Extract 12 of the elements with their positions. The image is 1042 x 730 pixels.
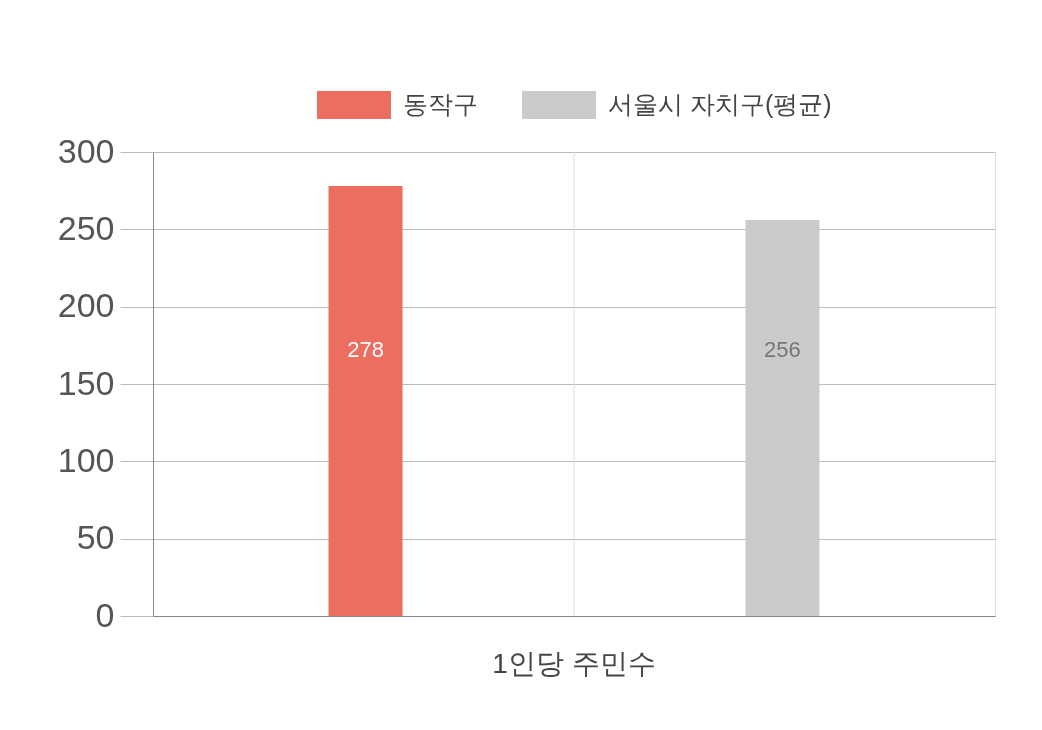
y-tick-label: 300 (57, 131, 115, 170)
data-label: 256 (764, 337, 801, 363)
y-tick-label: 0 (95, 595, 115, 634)
legend-label: 서울시 자치구(평균) (608, 90, 832, 119)
data-label: 278 (347, 337, 384, 363)
y-tick-label: 200 (57, 286, 115, 325)
y-tick-label: 100 (57, 440, 115, 479)
y-tick-label: 250 (57, 208, 115, 247)
y-tick-label: 50 (76, 518, 115, 557)
x-tick-label: 1인당 주민수 (492, 647, 656, 679)
y-tick-label: 150 (57, 363, 115, 402)
legend-label: 동작구 (403, 90, 478, 119)
